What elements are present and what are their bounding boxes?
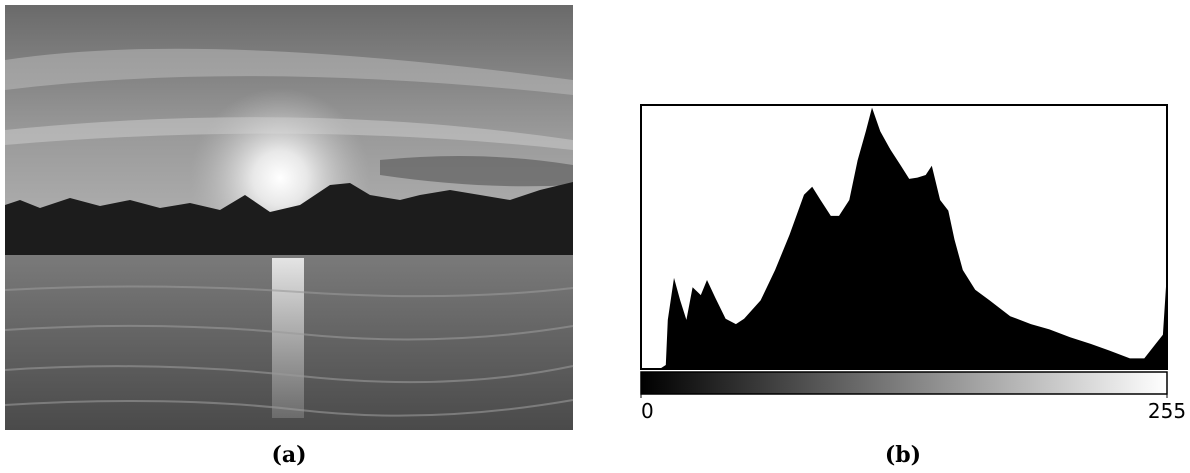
x-tick-label: 0 xyxy=(641,399,654,423)
photo xyxy=(5,5,573,430)
caption: (a) xyxy=(271,442,306,468)
figure: (a) (b) 0 255 xyxy=(0,0,1190,473)
histogram xyxy=(641,105,1167,369)
page: (a) (b) 0255 (() => { const data = JSON.… xyxy=(0,0,1190,473)
gray-scale-bar xyxy=(641,372,1167,394)
x-tick-label: 255 xyxy=(1148,399,1186,423)
caption: (b) xyxy=(885,442,921,468)
